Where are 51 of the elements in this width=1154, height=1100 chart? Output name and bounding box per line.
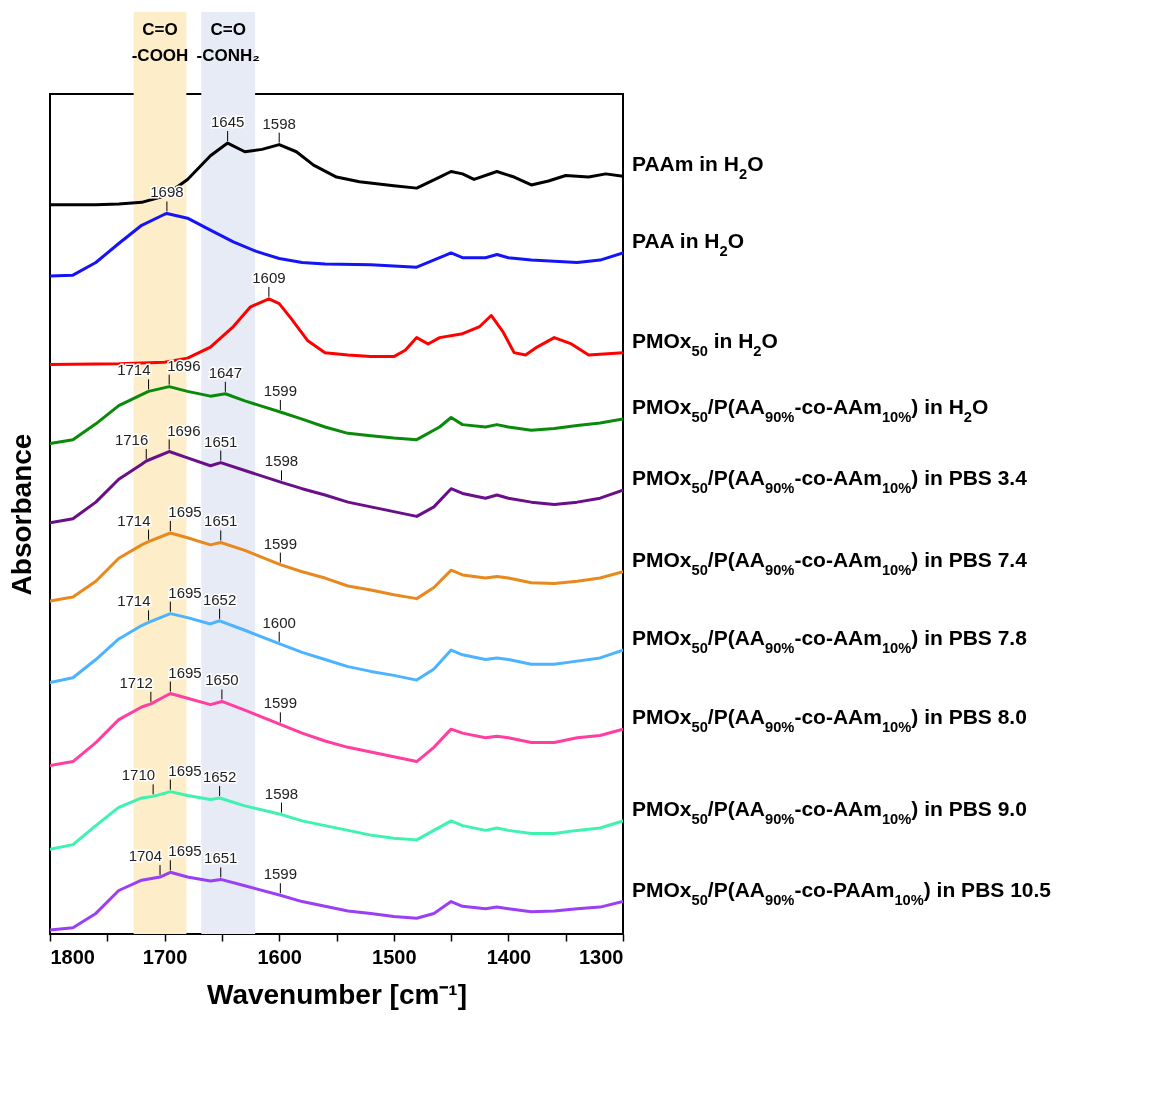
annotation: 1645: [210, 113, 245, 131]
annotation: 1696: [167, 421, 201, 439]
annotation: 1712: [119, 673, 153, 691]
series-label: PMOx$_{50}$ in H$_{2}$O: [632, 328, 778, 359]
annotation: 1599: [263, 534, 298, 552]
annotation: 1696: [167, 356, 201, 374]
annotation: 1598: [262, 114, 296, 132]
annotation: 1599: [263, 381, 298, 399]
annotation: 1695: [168, 502, 202, 520]
text: PMOx$_{50}$/P(AA$_{90%}$-co-AAm$_{10%}$) in H$_{2}$O: [632, 395, 989, 426]
annotation: 1695: [168, 842, 202, 860]
series-label: PMOx$_{50}$/P(AA$_{90%}$-co-AAm$_{10%}$) in PBS 8.0: [632, 705, 1027, 736]
annotation: 1609: [252, 268, 286, 286]
series-label: PMOx$_{50}$/P(AA$_{90%}$-co-AAm$_{10%}$) in PBS 3.4: [632, 466, 1028, 497]
series-label: PAAm in H$_{2}$O: [632, 152, 764, 183]
band-label: C=O -CONH₂: [196, 20, 260, 65]
annotation: 1695: [168, 583, 202, 601]
annotation: 1652: [202, 767, 237, 785]
annotation: 1651: [204, 432, 238, 450]
annotation: 1695: [168, 663, 202, 681]
series-label: PMOx$_{50}$/P(AA$_{90%}$-co-AAm$_{10%}$) in PBS 9.0: [632, 796, 1027, 827]
annotation: 1598: [264, 452, 299, 470]
x-tick-label: 1800: [50, 945, 95, 968]
annotation: 1599: [263, 865, 298, 883]
series-label: PMOx$_{50}$/P(AA$_{90%}$-co-PAAm$_{10%}$) in PBS 10.5: [632, 877, 1052, 908]
annotation: 1714: [117, 361, 151, 379]
x-tick-label: 1400: [486, 945, 532, 968]
annotation: 1652: [202, 590, 237, 608]
annotation: 1598: [264, 784, 299, 802]
annotation: 1600: [262, 613, 296, 631]
band-label: C=O -COOH: [131, 20, 189, 65]
x-tick-label: 1700: [142, 945, 188, 968]
x-tick-label: 1300: [579, 945, 624, 968]
annotation: 1704: [128, 847, 163, 865]
annotation: 1716: [114, 431, 149, 449]
x-axis-title: Wavenumber [cm⁻¹]: [206, 978, 468, 1010]
annotation: 1651: [204, 512, 238, 530]
x-tick-label: 1500: [372, 945, 417, 968]
series-label: PMOx$_{50}$/P(AA$_{90%}$-co-AAm$_{10%}$) in PBS 7.8: [632, 626, 1028, 657]
annotation: 1650: [205, 671, 239, 689]
annotation: 1599: [263, 694, 298, 712]
annotation: 1651: [204, 849, 238, 867]
annotation: 1714: [117, 592, 151, 610]
x-tick-label: 1600: [257, 945, 302, 968]
y-axis-title: Absorbance: [5, 433, 37, 596]
annotation: 1647: [208, 363, 243, 381]
series-label: PMOx$_{50}$/P(AA$_{90%}$-co-AAm$_{10%}$) in PBS 7.4: [632, 547, 1028, 578]
annotation: 1714: [117, 511, 151, 529]
series-label: PAA in H$_{2}$O: [632, 228, 745, 259]
annotation: 1710: [121, 766, 156, 784]
annotation: 1695: [168, 761, 202, 779]
